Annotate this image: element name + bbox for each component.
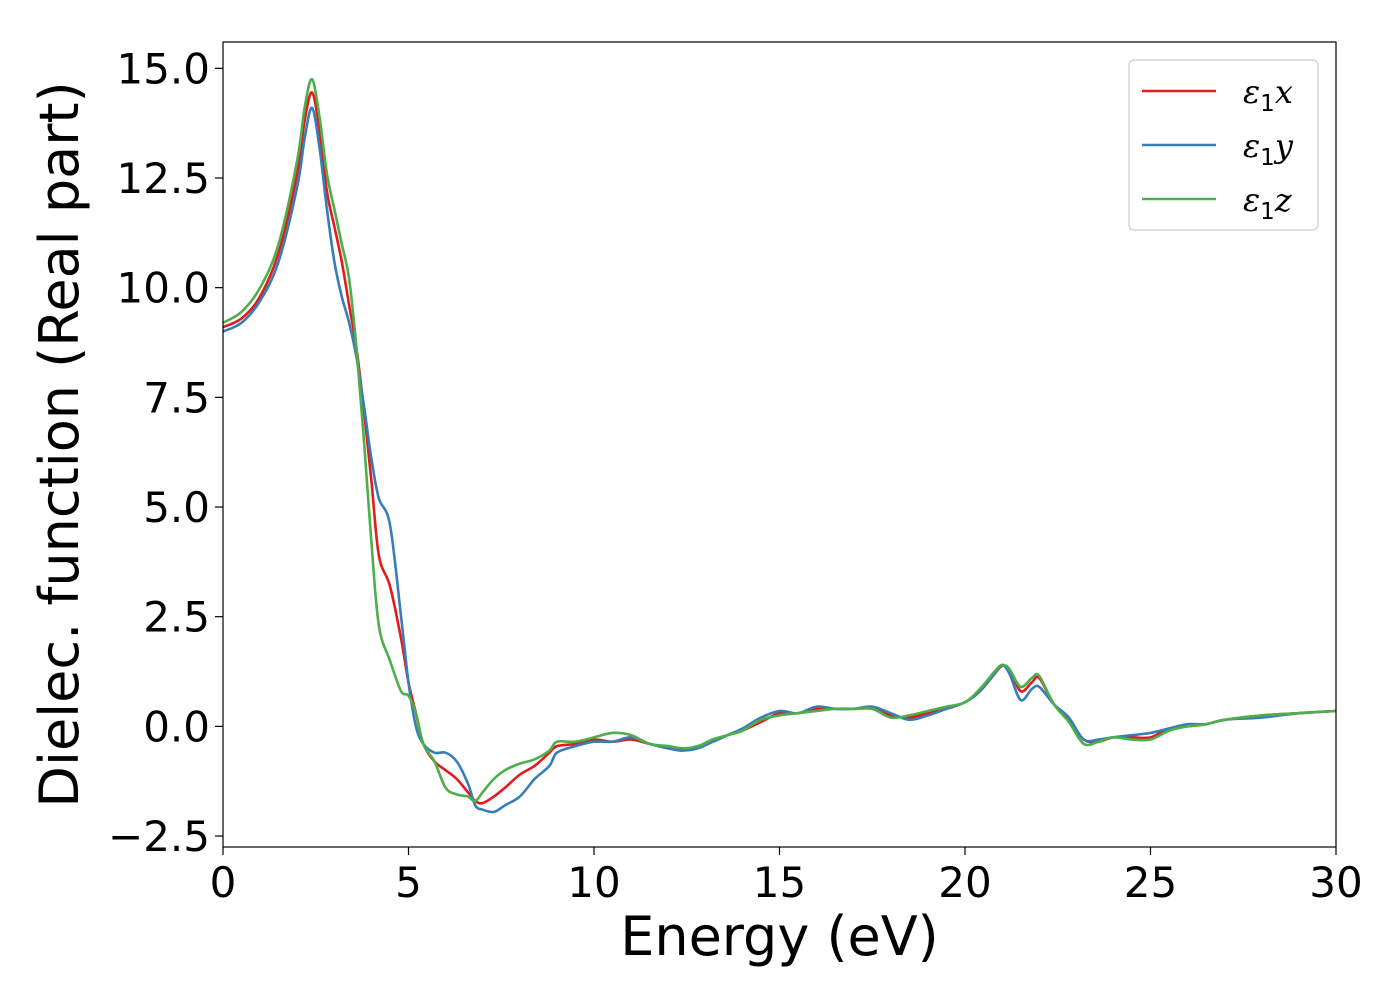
y-tick-label: 7.5 xyxy=(143,373,210,422)
series-line-z xyxy=(223,77,1336,803)
x-tick-label: 15 xyxy=(753,858,806,907)
plot-lines xyxy=(223,77,1336,814)
y-tick-label: 15.0 xyxy=(116,44,210,93)
legend-subscript: 1 xyxy=(1260,199,1275,225)
legend-entry-x: ε1x xyxy=(1243,73,1293,117)
legend-subscript: 1 xyxy=(1260,145,1275,171)
y-tick-label: 0.0 xyxy=(143,702,210,751)
legend-entry-z: ε1z xyxy=(1243,181,1293,225)
y-tick-label: 10.0 xyxy=(116,264,210,313)
legend-entry-y: ε1y xyxy=(1243,127,1294,171)
y-tick-label: 12.5 xyxy=(116,154,210,203)
y-tick-label: 2.5 xyxy=(143,593,210,642)
y-tick-label: 5.0 xyxy=(143,483,210,532)
y-axis: −2.5 0.0 2.5 5.0 7.5 10.0 12.5 15.0 xyxy=(108,44,223,861)
x-tick-label: 5 xyxy=(395,858,422,907)
x-tick-label: 10 xyxy=(567,858,620,907)
legend-symbol: ε xyxy=(1243,73,1260,111)
y-axis-label: Dielec. function (Real part) xyxy=(28,81,91,807)
x-tick-label: 20 xyxy=(938,858,991,907)
x-tick-label: 30 xyxy=(1309,858,1362,907)
y-tick-label: −2.5 xyxy=(108,812,210,861)
legend-component: z xyxy=(1274,181,1293,219)
legend-component: x xyxy=(1275,73,1293,111)
legend-symbol: ε xyxy=(1243,181,1260,219)
legend-box xyxy=(1128,59,1319,231)
x-tick-label: 25 xyxy=(1124,858,1177,907)
legend-symbol: ε xyxy=(1243,127,1260,165)
legend-component: y xyxy=(1273,127,1294,165)
x-tick-label: 0 xyxy=(210,858,237,907)
x-axis: 0 5 10 15 20 25 30 xyxy=(210,847,1363,907)
x-axis-label: Energy (eV) xyxy=(620,905,939,968)
legend-subscript: 1 xyxy=(1260,91,1275,117)
